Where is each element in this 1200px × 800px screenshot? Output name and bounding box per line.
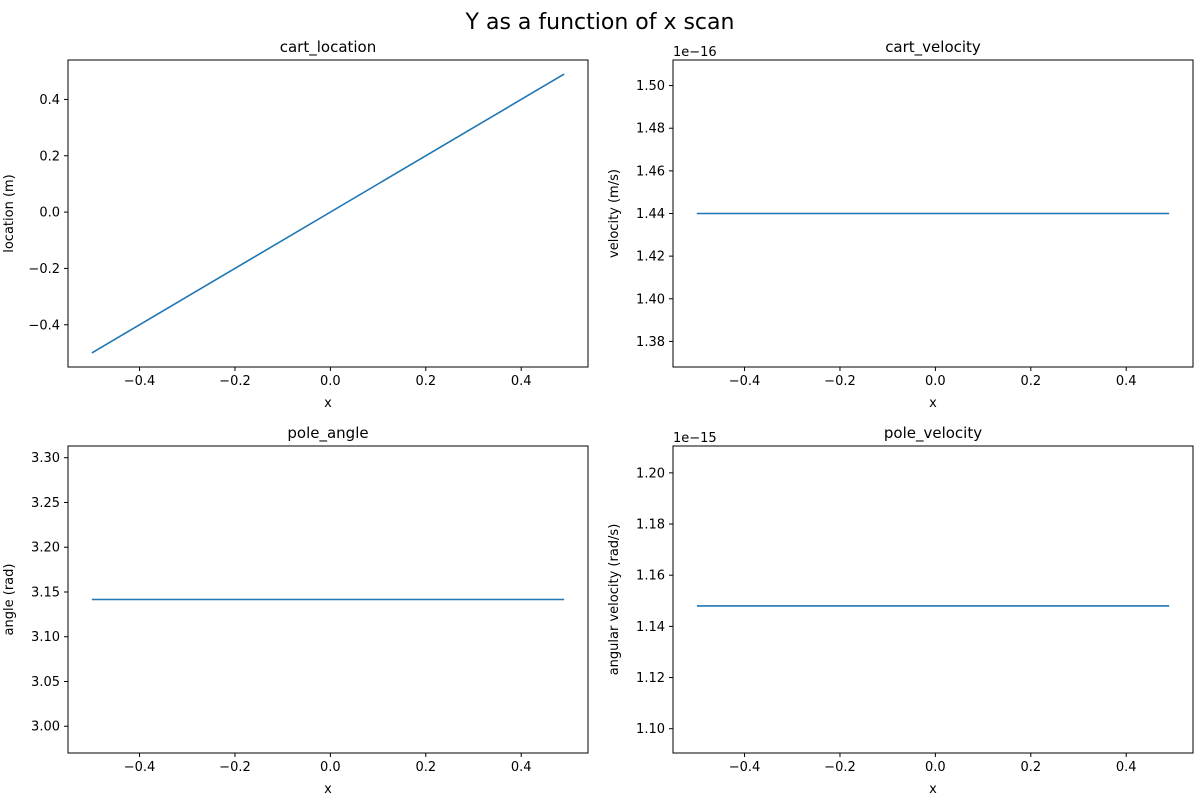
y-axis-label: location (m): [2, 174, 17, 253]
subplot-title: pole_velocity: [884, 424, 982, 443]
subplot-title: cart_location: [280, 38, 377, 57]
y-axis-label: angular velocity (rad/s): [607, 524, 622, 676]
x-tick-label: 0.0: [925, 760, 946, 775]
y-tick-label: 1.18: [636, 518, 665, 533]
x-axis-label: x: [929, 782, 937, 797]
axes-frame: [67, 59, 589, 368]
y-tick-label: 3.15: [31, 585, 60, 600]
subplot-title: pole_angle: [287, 424, 368, 443]
subplot-pole_angle: −0.4 −0.2 0.0 0.2 0.4 3.00 3.05 3.10 3.15 3.20 3.2…: [2, 424, 589, 797]
x-axis-label: x: [324, 396, 332, 411]
series-line-0: [91, 73, 565, 354]
x-tick-label: 0.4: [511, 760, 532, 775]
x-tick-label: −0.4: [729, 374, 761, 389]
y-offset-text: 1e−16: [673, 45, 717, 60]
figure-title: Y as a function of x scan: [465, 10, 735, 35]
y-tick-label: 1.48: [636, 122, 665, 137]
x-tick-label: 0.0: [925, 374, 946, 389]
y-axis-label: angle (rad): [2, 564, 17, 636]
x-tick-label: 0.2: [1020, 760, 1041, 775]
y-tick-label: 1.16: [636, 569, 665, 584]
subplot-cart_velocity: −0.4 −0.2 0.0 0.2 0.4 1.38 1.40 1.42 1.44 1.46 1.4…: [607, 38, 1194, 411]
x-tick-label: 0.4: [1116, 760, 1137, 775]
y-tick-label: 1.40: [636, 292, 665, 307]
y-tick-label: 1.14: [636, 620, 665, 635]
x-tick-label: 0.2: [415, 374, 436, 389]
x-tick-label: −0.4: [124, 374, 156, 389]
x-tick-label: 0.2: [1020, 374, 1041, 389]
subplot-pole_velocity: −0.4 −0.2 0.0 0.2 0.4 1.10 1.12 1.14 1.16 1.18 1.2…: [607, 424, 1194, 797]
axes-frame: [672, 445, 1194, 754]
axes-frame: [67, 445, 589, 754]
y-tick-label: 1.50: [636, 79, 665, 94]
x-tick-label: −0.2: [824, 760, 856, 775]
y-tick-label: 1.46: [636, 164, 665, 179]
x-tick-label: 0.0: [320, 374, 341, 389]
subplot-cart_location: −0.4 −0.2 0.0 0.2 0.4 −0.4 −0.2 0.0 0.2 0.4 cart_l…: [2, 38, 589, 411]
y-tick-label: 1.10: [636, 722, 665, 737]
y-tick-label: 1.38: [636, 335, 665, 350]
y-tick-label: 3.25: [31, 496, 60, 511]
x-tick-label: −0.2: [219, 760, 251, 775]
subplot-title: cart_velocity: [885, 38, 981, 57]
y-tick-label: −0.4: [28, 318, 60, 333]
x-tick-label: 0.0: [320, 760, 341, 775]
y-tick-label: 3.00: [31, 720, 60, 735]
x-axis-label: x: [324, 782, 332, 797]
y-tick-label: 1.12: [636, 671, 665, 686]
y-tick-label: 0.0: [39, 206, 60, 221]
y-offset-text: 1e−15: [673, 431, 717, 446]
y-tick-label: −0.2: [28, 262, 60, 277]
x-tick-label: 0.2: [415, 760, 436, 775]
y-tick-label: 3.20: [31, 541, 60, 556]
x-tick-label: −0.2: [824, 374, 856, 389]
x-tick-label: −0.4: [124, 760, 156, 775]
y-tick-label: 3.10: [31, 630, 60, 645]
y-tick-label: 0.4: [39, 93, 60, 108]
y-tick-label: 0.2: [39, 149, 60, 164]
x-tick-label: −0.2: [219, 374, 251, 389]
y-tick-label: 1.20: [636, 466, 665, 481]
x-tick-label: −0.4: [729, 760, 761, 775]
x-tick-label: 0.4: [511, 374, 532, 389]
y-tick-label: 3.05: [31, 675, 60, 690]
x-tick-label: 0.4: [1116, 374, 1137, 389]
y-tick-label: 1.42: [636, 250, 665, 265]
y-axis-label: velocity (m/s): [607, 169, 622, 258]
y-tick-label: 3.30: [31, 451, 60, 466]
y-tick-label: 1.44: [636, 207, 665, 222]
x-axis-label: x: [929, 396, 937, 411]
